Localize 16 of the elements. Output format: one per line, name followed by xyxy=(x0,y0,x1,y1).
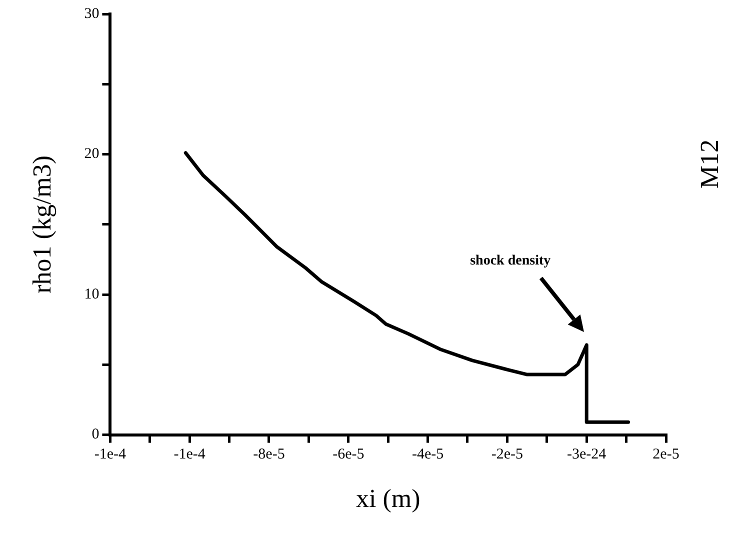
y-tick-label: 10 xyxy=(84,286,100,302)
x-tick-label: -8e-5 xyxy=(253,446,285,463)
y-tick-label: 20 xyxy=(84,146,100,162)
y-axis-title: rho1 (kg/m3) xyxy=(27,155,56,294)
x-tick-label: -2e-5 xyxy=(491,446,524,463)
y-tick-label: 0 xyxy=(92,426,100,443)
x-tick-label: -6e-5 xyxy=(332,446,364,463)
x-tick-label: -1e-4 xyxy=(174,446,206,463)
x-axis-title: xi (m) xyxy=(356,484,420,514)
x-tick-label: -1e-4 xyxy=(94,446,127,463)
x-tick-label: 2e-5 xyxy=(652,446,680,463)
x-tick-label: -3e-24 xyxy=(567,446,607,463)
y-tick-label: 30 xyxy=(84,6,100,22)
annotation: shock density xyxy=(470,253,551,268)
x-tick-label: -4e-5 xyxy=(412,446,444,463)
text: M12 xyxy=(694,139,724,189)
